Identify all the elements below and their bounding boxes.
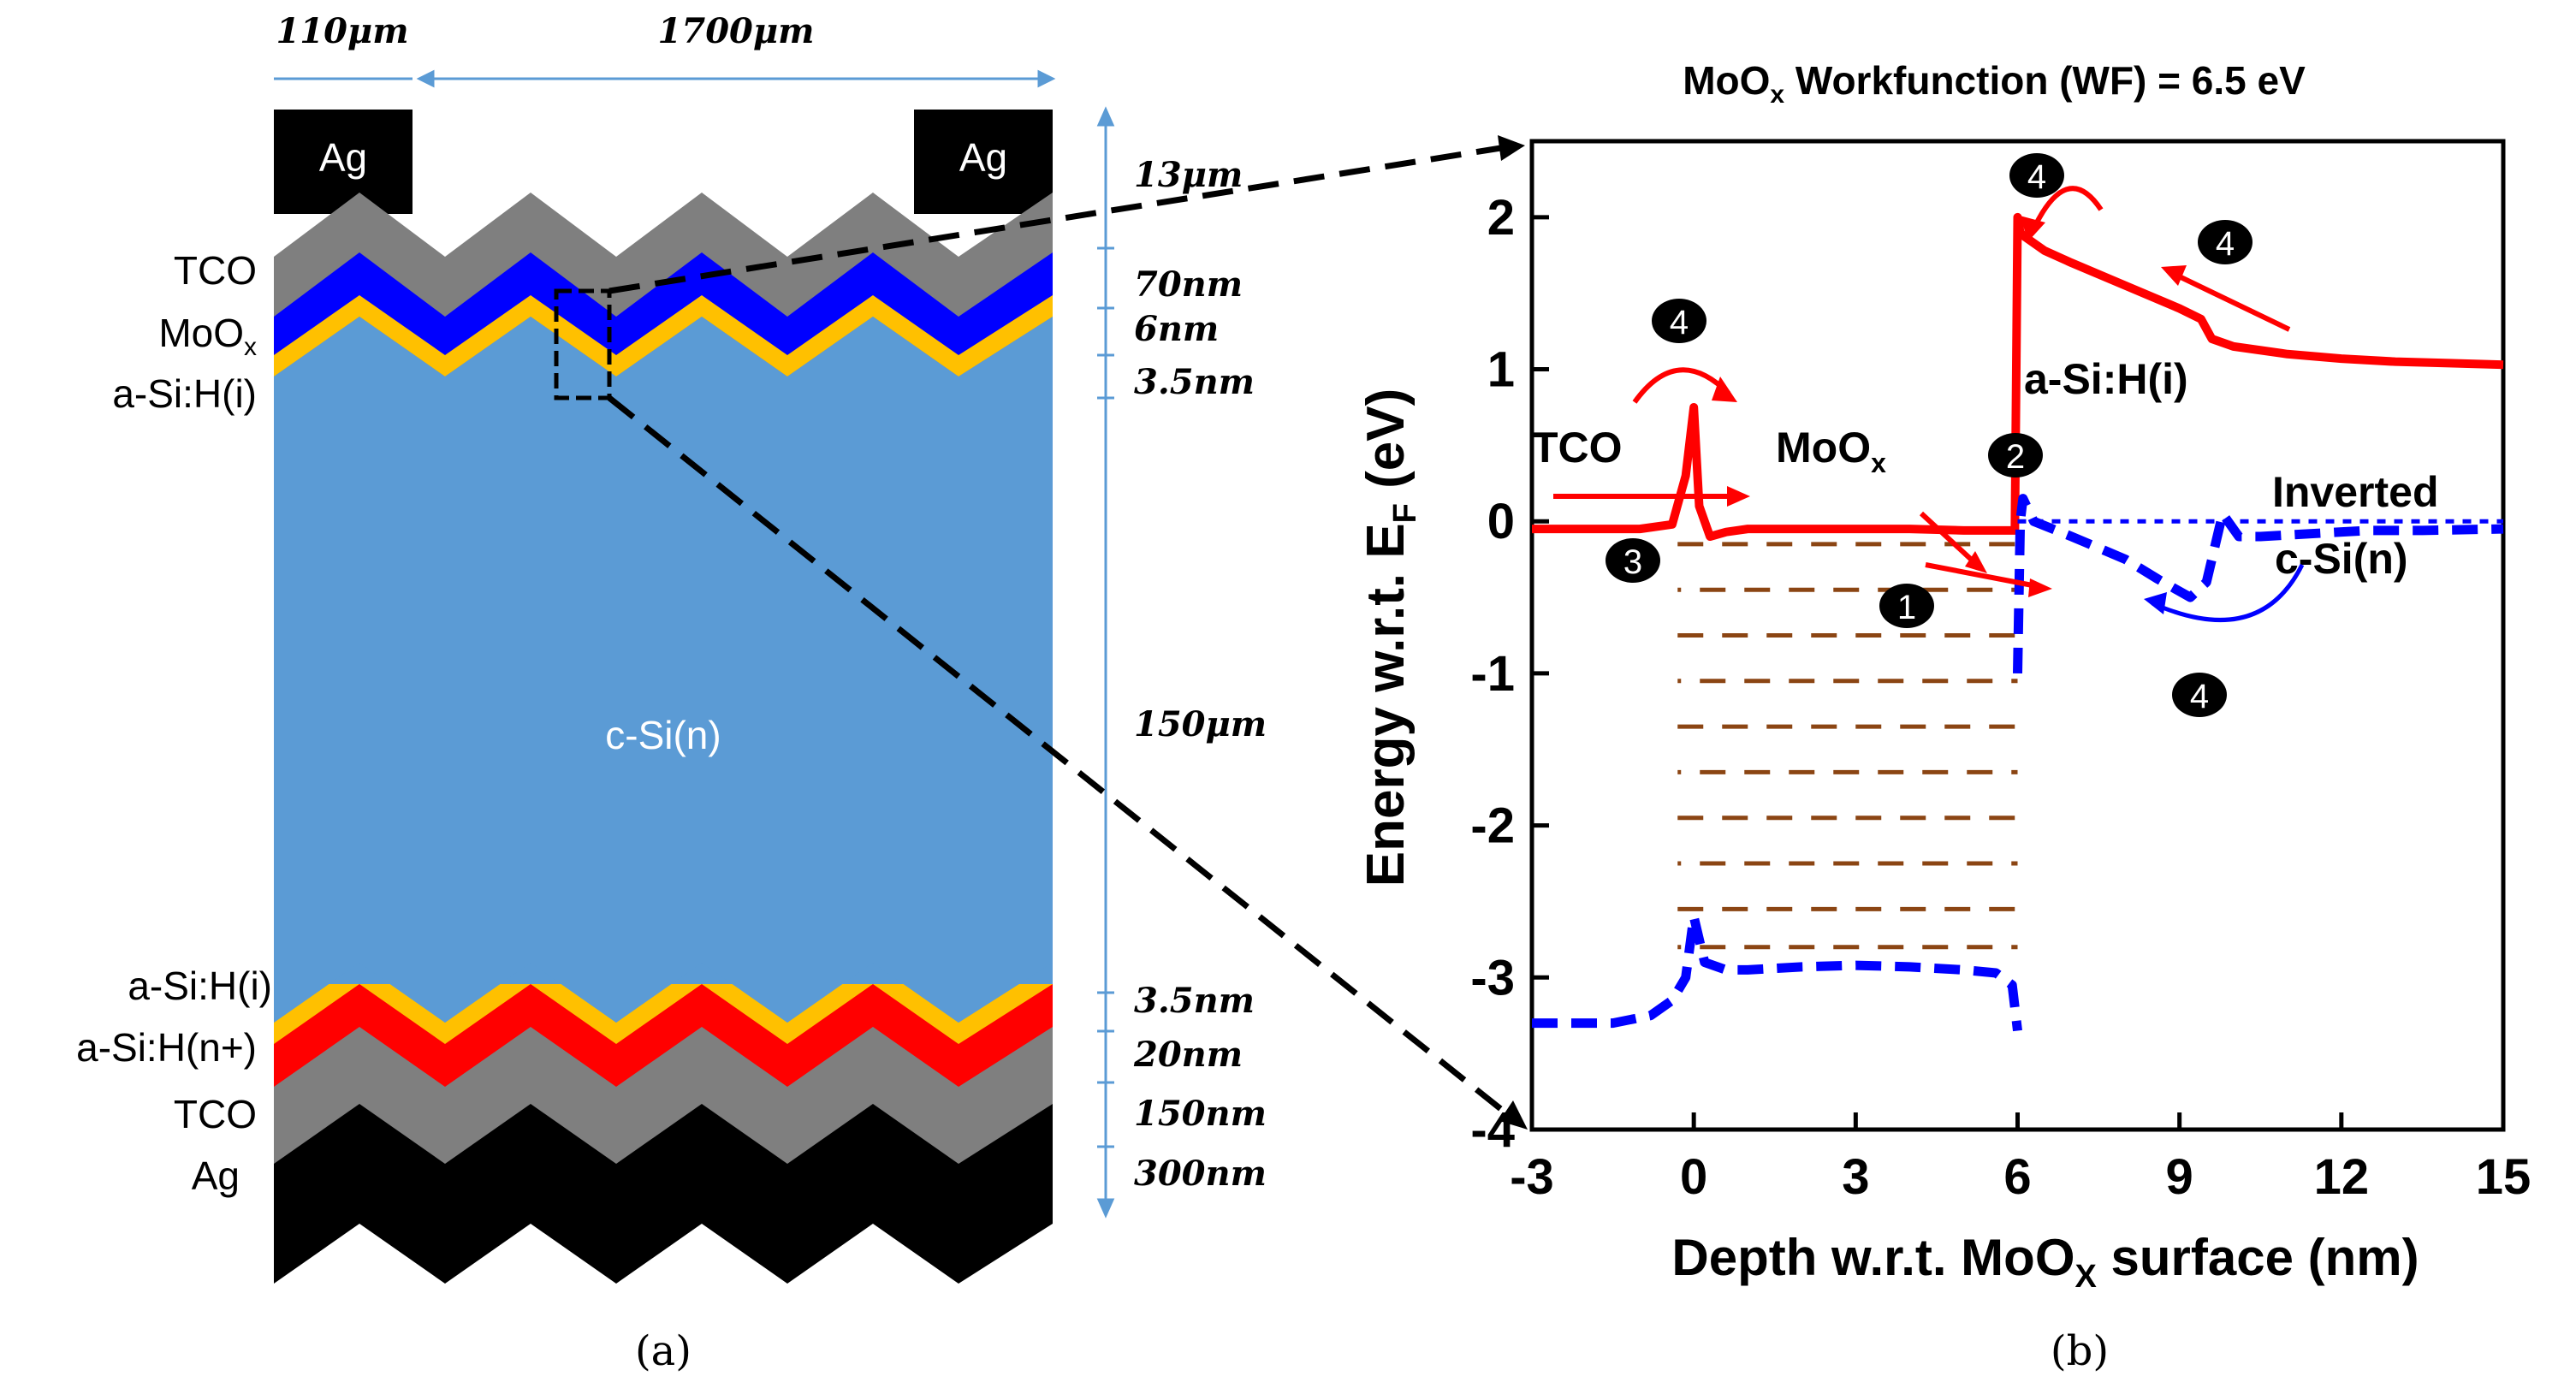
x-tick-label: 3 (1842, 1149, 1869, 1205)
thick-150nm: 150nm (1134, 1094, 1267, 1134)
x-tick-label: 15 (2476, 1149, 2531, 1205)
region-moox: MoOx (1776, 424, 1886, 478)
width-dimensions (274, 69, 1056, 88)
blue-process-arrow (2151, 563, 2305, 622)
thick-20nm: 20nm (1133, 1035, 1243, 1075)
svg-text:1: 1 (1897, 589, 1916, 626)
x-axis-label: Depth w.r.t. MoOX surface (nm) (1671, 1229, 2419, 1295)
process-arrows (1553, 186, 2291, 589)
band-series-1 (1532, 911, 2022, 1032)
svg-text:3: 3 (1623, 543, 1642, 581)
marker-2: 2 (1988, 433, 2043, 477)
asi-n-layer (274, 982, 1053, 1087)
x-tick-label: 9 (2166, 1149, 2193, 1205)
thick-6nm: 6nm (1134, 309, 1219, 349)
thickness-labels: 13μm 70nm 6nm 3.5nm 150μm 3.5nm 20nm 150… (1133, 155, 1267, 1194)
band-series-2 (2013, 494, 2504, 674)
thick-150um: 150μm (1134, 704, 1267, 744)
process-arrowheads (1712, 216, 2187, 597)
svg-text:2: 2 (2006, 438, 2025, 476)
label-tco-bottom: TCO (174, 1092, 257, 1136)
band-series (1532, 212, 2504, 1032)
tco-bottom-layer (274, 1023, 1053, 1164)
asi-i-top-layer (274, 295, 1053, 377)
caption-a: (a) (635, 1327, 691, 1375)
thick-13um: 13μm (1134, 155, 1243, 195)
blue-arrowhead (2144, 592, 2167, 614)
ag-label-right: Ag (959, 135, 1007, 180)
marker-4c: 4 (2198, 220, 2253, 264)
region-tco: TCO (1532, 424, 1623, 472)
y-tick-label: 0 (1487, 494, 1515, 549)
zoom-arrow-top (1498, 135, 1525, 161)
zoom-arrow-bottom (1499, 1100, 1528, 1130)
marker-1: 1 (1879, 584, 1934, 628)
width-label-110: 110μm (276, 11, 408, 51)
svg-text:4: 4 (1670, 304, 1689, 341)
thick-3p5nm-top: 3.5nm (1134, 362, 1255, 402)
y-axis-label: Energy w.r.t. EF (eV) (1356, 388, 1423, 887)
x-tick-label: 0 (1680, 1149, 1707, 1205)
x-tick-label: -3 (1510, 1149, 1554, 1205)
thickness-dimensions (1096, 106, 1115, 1219)
svg-text:4: 4 (2027, 158, 2046, 196)
thick-300nm: 300nm (1134, 1154, 1267, 1194)
marker-3: 3 (1606, 538, 1660, 583)
zoom-lines (607, 144, 1513, 1119)
y-tick-label: -4 (1470, 1102, 1515, 1158)
trap-bands (1677, 542, 2018, 950)
label-ag-bottom: Ag (192, 1154, 240, 1198)
y-tick-label: 2 (1487, 190, 1515, 246)
svg-text:4: 4 (2190, 678, 2209, 715)
x-tick-label: 6 (2003, 1149, 2031, 1205)
marker-4b: 4 (2009, 153, 2064, 198)
thick-70nm: 70nm (1134, 264, 1243, 305)
device-schematic (274, 110, 1053, 1284)
thick-3p5nm-bottom: 3.5nm (1134, 981, 1255, 1021)
svg-text:4: 4 (2216, 225, 2235, 263)
region-inverted: Inverted (2272, 468, 2439, 516)
y-tick-label: -1 (1470, 646, 1515, 702)
bulk-label: c-Si(n) (605, 713, 721, 757)
moox-layer (274, 252, 1053, 364)
label-asi-i-top: a-Si:H(i) (112, 371, 257, 416)
label-asi-i-bottom: a-Si:H(i) (128, 964, 272, 1008)
zoom-box (554, 288, 612, 400)
y-tick-label: -2 (1470, 798, 1515, 854)
marker-4d: 4 (2172, 673, 2227, 717)
region-asi: a-Si:H(i) (2024, 355, 2188, 403)
caption-b: (b) (2051, 1327, 2109, 1375)
label-asi-n: a-Si:H(n+) (76, 1025, 257, 1070)
y-tick-label: 1 (1487, 342, 1515, 398)
left-layer-labels: TCO MoOx a-Si:H(i) a-Si:H(i) a-Si:H(n+) … (76, 248, 272, 1198)
marker-4a: 4 (1652, 299, 1706, 343)
x-ticks: -3 0 3 6 9 12 15 (1510, 1112, 2531, 1205)
x-tick-label: 12 (2314, 1149, 2370, 1205)
band-series-0 (1532, 212, 2504, 541)
y-ticks: -4 -3 -2 -1 0 1 2 (1470, 190, 1549, 1158)
y-tick-label: -3 (1470, 950, 1515, 1005)
label-moox-top: MoOx (158, 311, 257, 361)
chart-title: MoOx Workfunction (WF) = 6.5 eV (1683, 58, 2306, 109)
label-tco-top: TCO (174, 248, 257, 293)
ag-label-left: Ag (319, 135, 367, 180)
width-label-1700: 1700μm (658, 11, 815, 51)
